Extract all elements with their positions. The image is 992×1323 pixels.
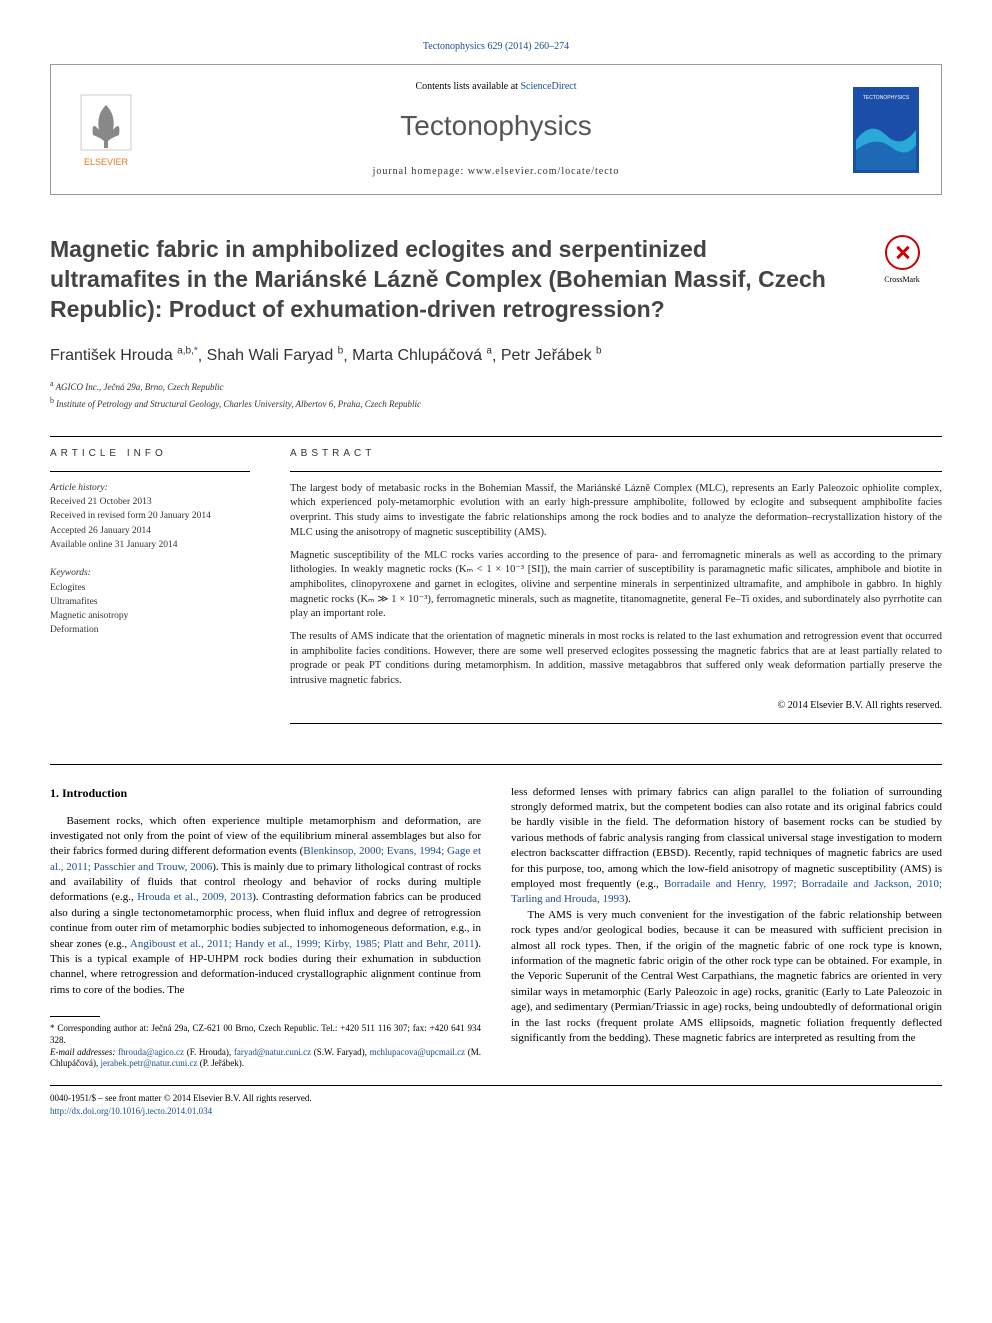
article-info-header: ARTICLE INFO [50,447,250,461]
abstract-text: The largest body of metabasic rocks in t… [290,482,942,689]
article-history: Article history: Received 21 October 201… [50,482,250,552]
abstract-paragraph: The largest body of metabasic rocks in t… [290,482,942,541]
publication-footer: 0040-1951/$ – see front matter © 2014 El… [50,1092,942,1117]
author: Marta Chlupáčová a [352,347,492,364]
abstract-paragraph: Magnetic susceptibility of the MLC rocks… [290,549,942,622]
citation-link[interactable]: Angiboust et al., 2011; Handy et al., 19… [130,938,475,950]
affiliation: a AGICO Inc., Ječná 29a, Brno, Czech Rep… [50,378,942,394]
bottom-divider [50,1085,942,1086]
footnotes: * Corresponding author at: Ječná 29a, CZ… [50,1023,481,1070]
history-item: Available online 31 January 2014 [50,539,250,552]
journal-reference: Tectonophysics 629 (2014) 260–274 [50,40,942,54]
body-column-right: less deformed lenses with primary fabric… [511,785,942,1070]
history-item: Accepted 26 January 2014 [50,525,250,538]
keyword: Ultramafites [50,596,250,609]
footnote-separator [50,1016,100,1017]
svg-text:TECTONOPHYSICS: TECTONOPHYSICS [863,95,910,101]
email-link[interactable]: mchlupacova@upcmail.cz [370,1047,466,1057]
affiliations: a AGICO Inc., Ječná 29a, Brno, Czech Rep… [50,378,942,411]
journal-ref-link[interactable]: Tectonophysics 629 (2014) 260–274 [423,41,569,52]
intro-paragraph-2: The AMS is very much convenient for the … [511,908,942,1047]
keyword: Magnetic anisotropy [50,610,250,623]
journal-cover-icon: TECTONOPHYSICS [851,85,921,175]
journal-header: ELSEVIER Contents lists available at Sci… [50,64,942,195]
sciencedirect-link[interactable]: ScienceDirect [520,81,576,92]
history-item: Received in revised form 20 January 2014 [50,510,250,523]
keyword: Eclogites [50,582,250,595]
divider-body [50,764,942,765]
citation-link[interactable]: Hrouda et al., 2009, 2013 [137,891,252,903]
article-title: Magnetic fabric in amphibolized eclogite… [50,235,842,325]
crossmark-badge[interactable]: CrossMark [862,235,942,285]
keywords-block: Keywords: EclogitesUltramafitesMagnetic … [50,567,250,637]
citation-link[interactable]: Blenkinsop, 2000; Evans, 1994; Gage et a… [50,845,481,872]
journal-name: Tectonophysics [141,106,851,145]
doi-link[interactable]: http://dx.doi.org/10.1016/j.tecto.2014.0… [50,1106,212,1116]
author: Shah Wali Faryad b [207,347,344,364]
issn-copyright: 0040-1951/$ – see front matter © 2014 El… [50,1092,942,1105]
history-item: Received 21 October 2013 [50,496,250,509]
abstract-header: ABSTRACT [290,447,942,461]
email-link[interactable]: jerabek.petr@natur.cuni.cz [100,1058,197,1068]
elsevier-logo: ELSEVIER [71,90,141,170]
corresponding-author-note: * Corresponding author at: Ječná 29a, CZ… [50,1023,481,1046]
email-link[interactable]: fhrouda@agico.cz [118,1047,184,1057]
author-list: František Hrouda a,b,*, Shah Wali Faryad… [50,345,942,368]
abstract-paragraph: The results of AMS indicate that the ori… [290,630,942,689]
svg-text:ELSEVIER: ELSEVIER [84,157,129,167]
author: Petr Jeřábek b [501,347,602,364]
citation-link[interactable]: Borradaile and Henry, 1997; Borradaile a… [511,878,942,905]
body-column-left: 1. Introduction Basement rocks, which of… [50,785,481,1070]
email-link[interactable]: faryad@natur.cuni.cz [234,1047,311,1057]
divider-top [50,436,942,437]
author: František Hrouda a,b,* [50,347,198,364]
section-heading-intro: 1. Introduction [50,785,481,802]
journal-homepage: journal homepage: www.elsevier.com/locat… [141,165,851,179]
intro-paragraph-1: Basement rocks, which often experience m… [50,814,481,999]
keyword: Deformation [50,624,250,637]
contents-available: Contents lists available at ScienceDirec… [141,80,851,94]
email-addresses: E-mail addresses: fhrouda@agico.cz (F. H… [50,1047,481,1070]
crossmark-icon [885,235,920,270]
intro-paragraph-1-cont: less deformed lenses with primary fabric… [511,785,942,908]
crossmark-label: CrossMark [884,275,920,284]
affiliation: b Institute of Petrology and Structural … [50,395,942,411]
copyright-line: © 2014 Elsevier B.V. All rights reserved… [290,699,942,713]
